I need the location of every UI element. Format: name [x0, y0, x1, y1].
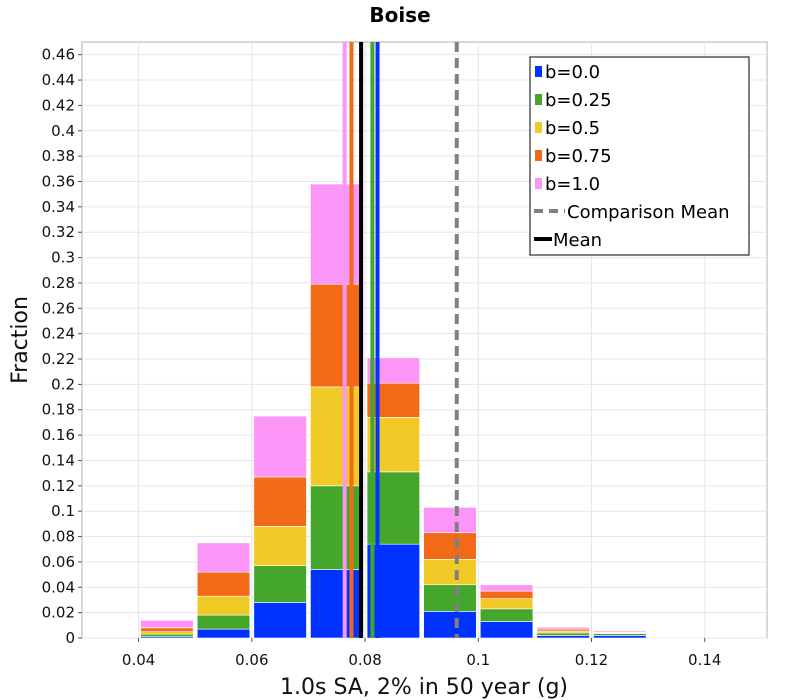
y-tick-label: 0.12 [42, 477, 75, 495]
y-tick-label: 0.44 [42, 71, 75, 89]
legend-label: b=1.0 [545, 174, 600, 195]
bar-segment [366, 382, 420, 418]
bar-segment [140, 619, 194, 629]
bar-segment [140, 633, 194, 638]
bar-segment [649, 635, 704, 637]
bar-segment [310, 183, 364, 285]
bar-segment [253, 415, 307, 478]
y-tick-label: 0 [65, 629, 75, 647]
y-tick-label: 0.08 [42, 528, 75, 546]
y-tick-label: 0.16 [42, 426, 75, 444]
y-tick-label: 0.1 [51, 502, 75, 520]
bar-segment [423, 507, 477, 534]
legend-swatch [535, 150, 542, 161]
y-tick-label: 0.24 [42, 325, 75, 343]
legend-label: Mean [553, 230, 602, 251]
legend-swatch [535, 122, 542, 133]
y-tick-label: 0.4 [51, 122, 75, 140]
y-tick-label: 0.18 [42, 401, 75, 419]
x-tick-label: 0.12 [575, 651, 608, 669]
bar-segment [423, 559, 477, 586]
bar-segment [196, 595, 251, 616]
y-axis-title: Fraction [8, 296, 33, 384]
bar-segment [196, 542, 251, 573]
bar-segment [366, 417, 420, 473]
legend-swatch [535, 66, 542, 77]
y-tick-label: 0.06 [42, 553, 75, 571]
bar-segment [253, 476, 307, 527]
y-tick-label: 0.42 [42, 96, 75, 114]
bar-segment [310, 569, 364, 639]
y-tick-label: 0.02 [42, 604, 75, 622]
x-tick-label: 0.04 [122, 651, 155, 669]
legend-label: b=0.75 [545, 146, 612, 167]
legend: b=0.0 b=0.25 b=0.5 b=0.75 b=1.0 Comparison Me… [529, 56, 750, 256]
bar-segment [593, 635, 647, 639]
legend-label: Comparison Mean [567, 202, 730, 223]
bar-segment [310, 386, 364, 487]
bar-segment [536, 635, 590, 639]
bar-segment [140, 631, 194, 635]
bar-segment [253, 602, 307, 639]
bar-segment [536, 632, 590, 636]
legend-label: b=0.5 [545, 118, 600, 139]
bar-segment [479, 590, 534, 599]
bar-segment [479, 598, 534, 610]
bar-segment [310, 485, 364, 570]
x-tick-label: 0.14 [688, 651, 721, 669]
bar-segment [196, 628, 251, 639]
legend-swatch [535, 94, 542, 105]
y-tick-label: 0.46 [42, 46, 75, 64]
bar-segment [479, 584, 534, 592]
x-tick-label: 0.06 [235, 651, 268, 669]
bar-segment [196, 614, 251, 630]
bar-segment [479, 621, 534, 639]
bar-segment [310, 283, 364, 388]
bar-segment [423, 611, 477, 639]
y-tick-label: 0.38 [42, 147, 75, 165]
y-tick-label: 0.22 [42, 350, 75, 368]
legend-label: b=0.25 [545, 90, 612, 111]
bar-segment [423, 532, 477, 560]
bar-segment [423, 584, 477, 612]
x-tick-label: 0.1 [466, 651, 490, 669]
bar-segment [140, 627, 194, 632]
mean-lines [342, 42, 459, 638]
axes: 0 0.02 0.04 0.06 0.08 0.1 0.12 0.14 0.16 0.18 0.2 0… [42, 46, 722, 669]
y-tick-label: 0.26 [42, 299, 75, 317]
chart-title: Boise [369, 3, 430, 27]
legend-swatch [535, 178, 542, 189]
bar-segment [593, 630, 647, 633]
bar-segment [366, 543, 420, 639]
x-tick-label: 0.08 [348, 651, 381, 669]
bar-segment [253, 526, 307, 567]
y-tick-label: 0.32 [42, 223, 75, 241]
x-axis-title: 1.0s SA, 2% in 50 year (g) [280, 675, 568, 700]
legend-box [529, 56, 750, 256]
legend-label: b=0.0 [545, 62, 600, 83]
bar-segment [253, 565, 307, 603]
bar-segment [366, 357, 420, 384]
y-tick-label: 0.3 [51, 249, 75, 267]
y-tick-label: 0.34 [42, 198, 75, 216]
y-tick-label: 0.28 [42, 274, 75, 292]
y-tick-label: 0.04 [42, 578, 75, 596]
bar-segment [366, 471, 420, 545]
bar-segment [536, 626, 590, 630]
y-tick-label: 0.2 [51, 375, 75, 393]
bar-segment [196, 571, 251, 597]
bar-segment [479, 608, 534, 622]
y-tick-label: 0.14 [42, 451, 75, 469]
y-tick-label: 0.36 [42, 172, 75, 190]
